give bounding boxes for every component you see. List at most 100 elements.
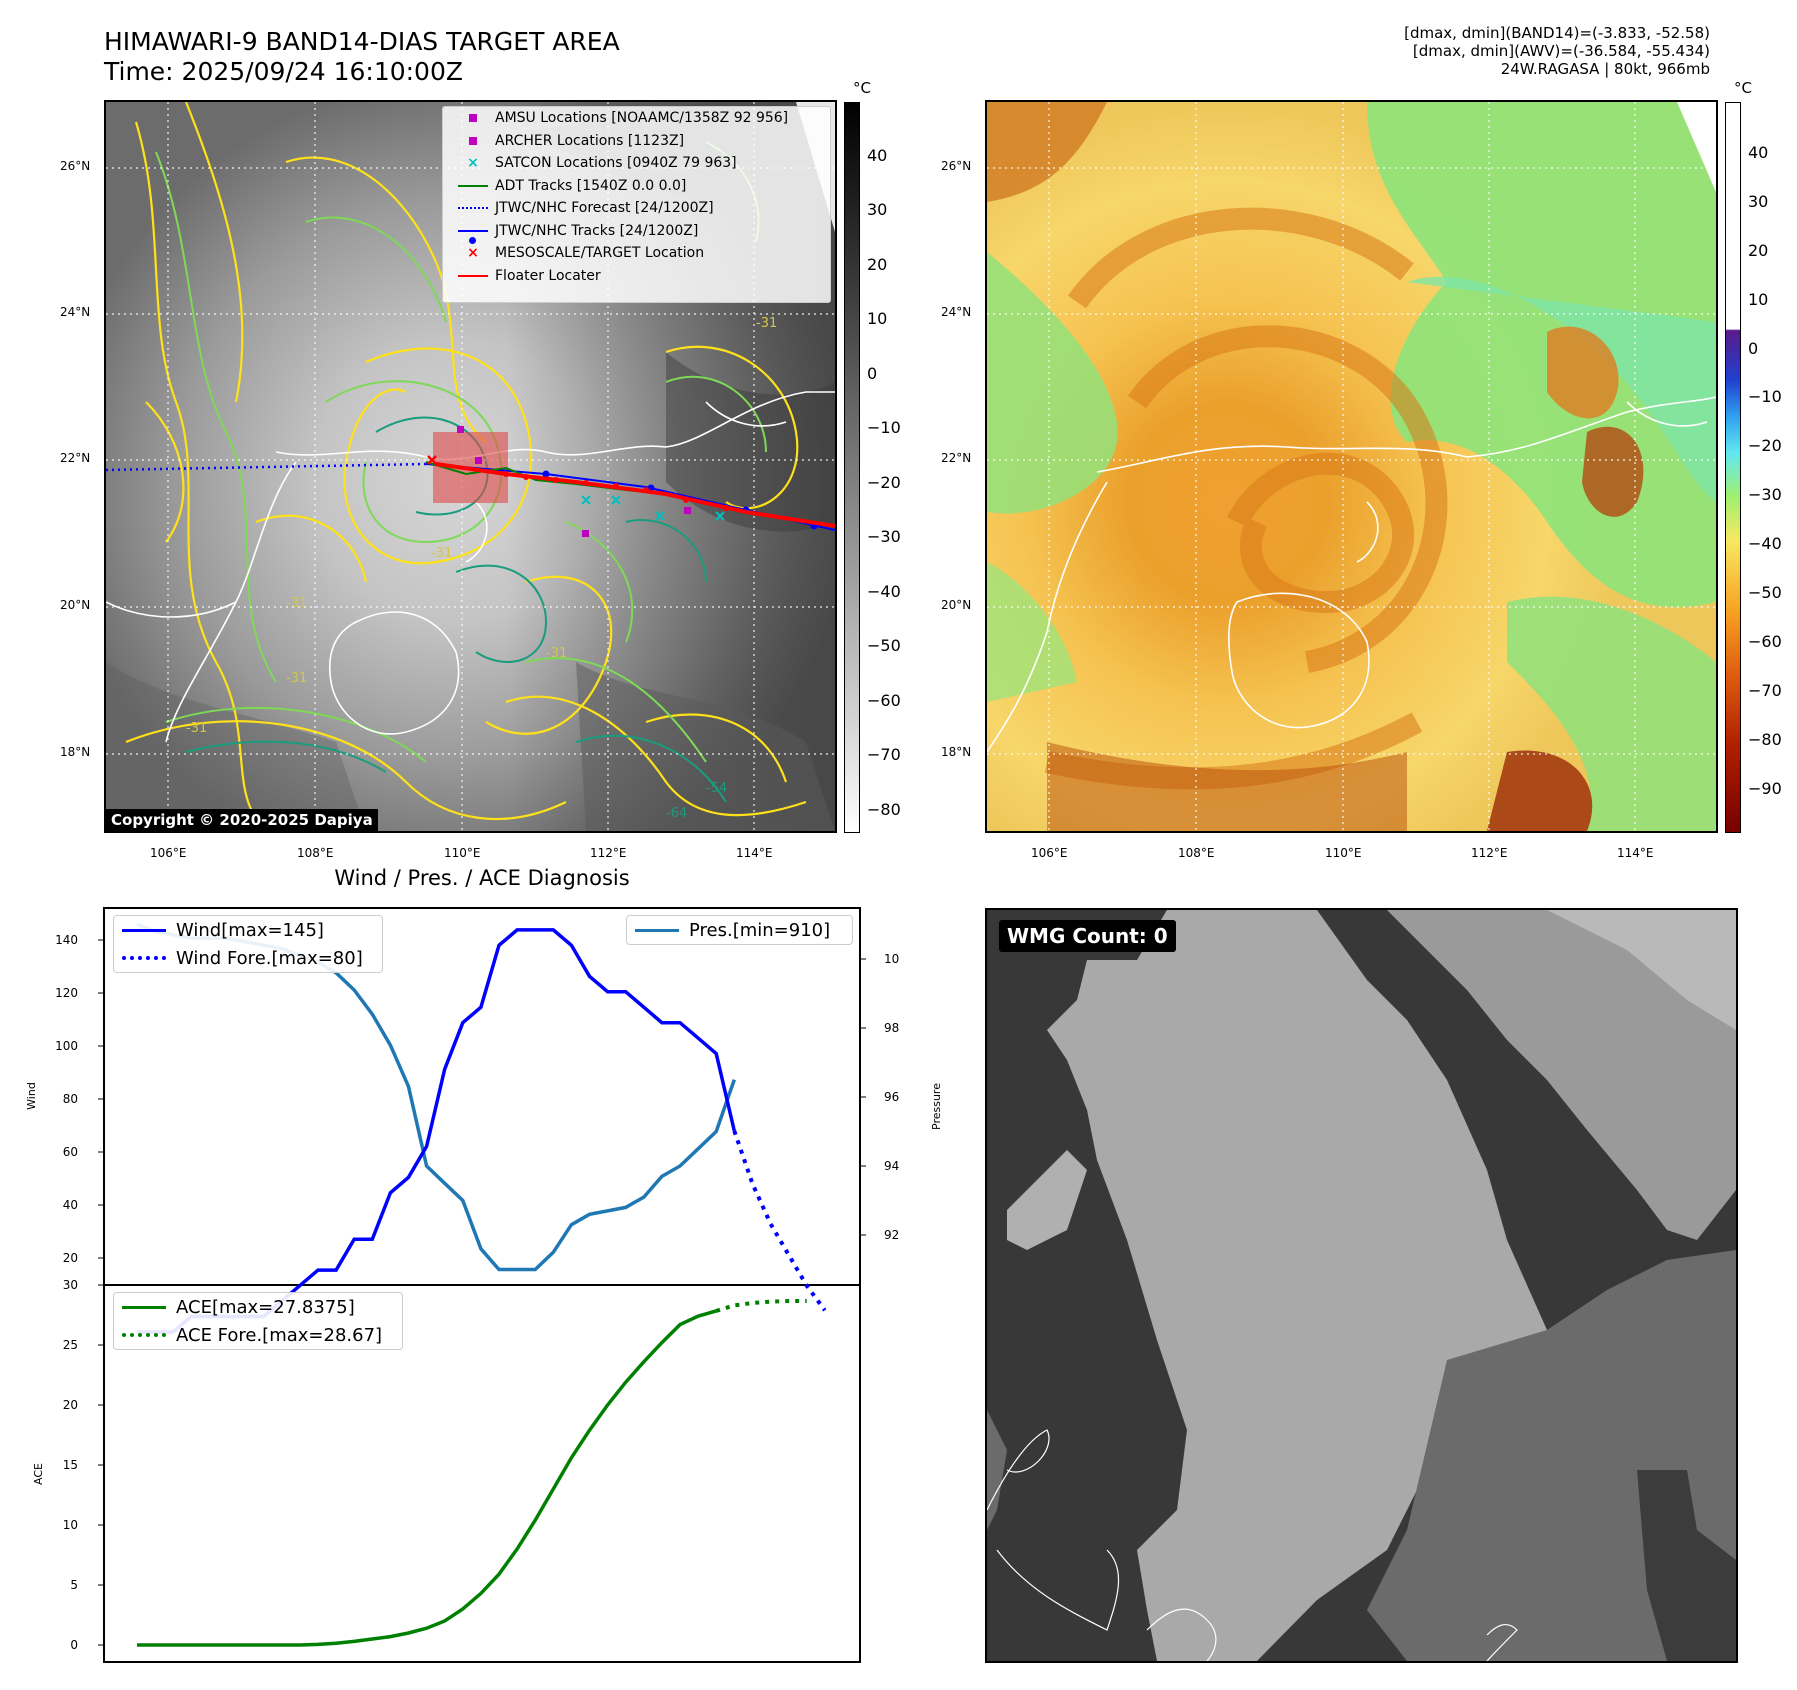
colorbar-tick: 10 [867,309,888,328]
lat-label: 18°N [60,745,91,759]
colorbar-tick: −50 [867,636,901,655]
svg-text:980: 980 [884,1021,900,1035]
lat-label: 22°N [60,451,91,465]
pressure-legend: Pres.[min=910] [626,915,853,945]
contour-label: -31 [756,316,777,331]
awv-colorbar [1725,102,1741,833]
lon-label: 108°E [1178,846,1215,860]
colorbar-tick: 0 [1748,339,1759,358]
colorbar-tick: −20 [1748,436,1782,455]
contour-label: -31 [286,596,307,611]
lon-label: 108°E [297,846,334,860]
lon-label: 106°E [150,846,187,860]
contour-label: -31 [286,671,307,686]
svg-text:30: 30 [63,1278,78,1292]
wind-tick: 60 [63,1145,104,1159]
legend-item-pressure: Pres.[min=910] [627,916,852,944]
colorbar-tick: −80 [1748,730,1782,749]
svg-text:120: 120 [55,986,78,1000]
lat-label: 20°N [60,598,91,612]
ace-tick: 5 [70,1578,104,1592]
svg-text:940: 940 [884,1159,900,1173]
colorbar-tick: 0 [867,364,878,383]
wind-tick: 80 [63,1092,104,1106]
lat-label: 20°N [941,598,972,612]
svg-text:20: 20 [63,1398,78,1412]
pressure-axis-label: Pressure [930,1083,943,1130]
colorbar-tick: −70 [1748,681,1782,700]
copyright-label: Copyright © 2020-2025 Dapiya [106,809,378,831]
ace-tick: 30 [63,1278,104,1292]
wmg-image [987,910,1736,1661]
contour-label: -31 [186,721,207,736]
ace-tick: 15 [63,1458,104,1472]
svg-text:40: 40 [63,1198,78,1212]
colorbar-tick: 30 [1748,192,1769,211]
band14-colorbar [844,102,860,833]
pressure-tick: 940 [860,1159,900,1173]
band14-colorbar-unit: °C [853,79,871,97]
pressure-series-line [136,922,736,1272]
lat-label: 26°N [60,159,91,173]
colorbar-tick: −60 [1748,632,1782,651]
ace-axis-label: ACE [32,1463,45,1485]
colorbar-tick: −50 [1748,583,1782,602]
legend-item-jtwc-forecast: JTWC/NHC Forecast [24/1200Z] [443,197,830,220]
svg-text:80: 80 [63,1092,78,1106]
svg-text:15: 15 [63,1458,78,1472]
lat-label: 22°N [941,451,972,465]
legend-item-archer: ARCHER Locations [1123Z] [443,130,830,153]
colorbar-tick: 10 [1748,290,1769,309]
svg-text:960: 960 [884,1090,900,1104]
svg-text:5: 5 [70,1578,78,1592]
ace-tick: 20 [63,1398,104,1412]
legend-item-mesoscale: × MESOSCALE/TARGET Location [467,245,705,262]
wind-tick: 20 [63,1251,104,1265]
legend-item-adt: ADT Tracks [1540Z 0.0 0.0] [443,175,830,198]
wind-legend: Wind[max=145] Wind Fore.[max=80] [113,915,383,973]
ace-tick: 10 [63,1518,104,1532]
legend-item-ace: ACE[max=27.8375] [114,1293,402,1321]
figure-time: Time: 2025/09/24 16:10:00Z [104,57,463,86]
contour-label: -31 [546,646,567,661]
ace-legend: ACE[max=27.8375] ACE Fore.[max=28.67] [113,1292,403,1350]
colorbar-tick: −70 [867,745,901,764]
colorbar-tick: 20 [867,255,888,274]
wind-forecast-line [732,1130,827,1312]
colorbar-tick: −80 [867,800,901,819]
wind-axis-label: Wind [25,1082,38,1110]
contour-label: -64 [666,806,687,821]
svg-text:920: 920 [884,1228,900,1242]
colorbar-tick: −40 [1748,534,1782,553]
colorbar-tick: −10 [1748,387,1782,406]
colorbar-tick: −20 [867,473,901,492]
colorbar-tick: −90 [1748,779,1782,798]
contour-label: -31 [431,546,452,561]
pressure-tick: 920 [860,1228,900,1242]
figure-title: HIMAWARI-9 BAND14-DIAS TARGET AREA [104,27,620,56]
svg-text:20: 20 [63,1251,78,1265]
lon-label: 112°E [590,846,627,860]
diagnosis-chart: 140 120 100 80 60 40 20 Wind 1000 980 96… [25,907,900,1663]
svg-text:140: 140 [55,933,78,947]
ace-tick: 25 [63,1338,104,1352]
wind-tick: 40 [63,1198,104,1212]
awv-colorbar-unit: °C [1734,79,1752,97]
wind-series-line [137,928,737,1334]
ace-forecast-line [715,1299,807,1313]
lon-label: 114°E [1617,846,1654,860]
wind-tick: 100 [55,1039,104,1053]
svg-text:10: 10 [63,1518,78,1532]
wind-tick: 120 [55,986,104,1000]
pressure-tick: 980 [860,1021,900,1035]
svg-text:25: 25 [63,1338,78,1352]
colorbar-tick: 40 [1748,143,1769,162]
lat-label: 24°N [60,305,91,319]
wmg-panel: WMG Count: 0 [985,908,1738,1663]
colorbar-tick: −10 [867,418,901,437]
lon-label: 112°E [1471,846,1508,860]
contour-label: -54 [706,781,727,796]
lat-label: 26°N [941,159,972,173]
legend-item-satcon: × SATCON Locations [0940Z 79 963] [467,155,737,172]
lon-label: 110°E [1325,846,1362,860]
